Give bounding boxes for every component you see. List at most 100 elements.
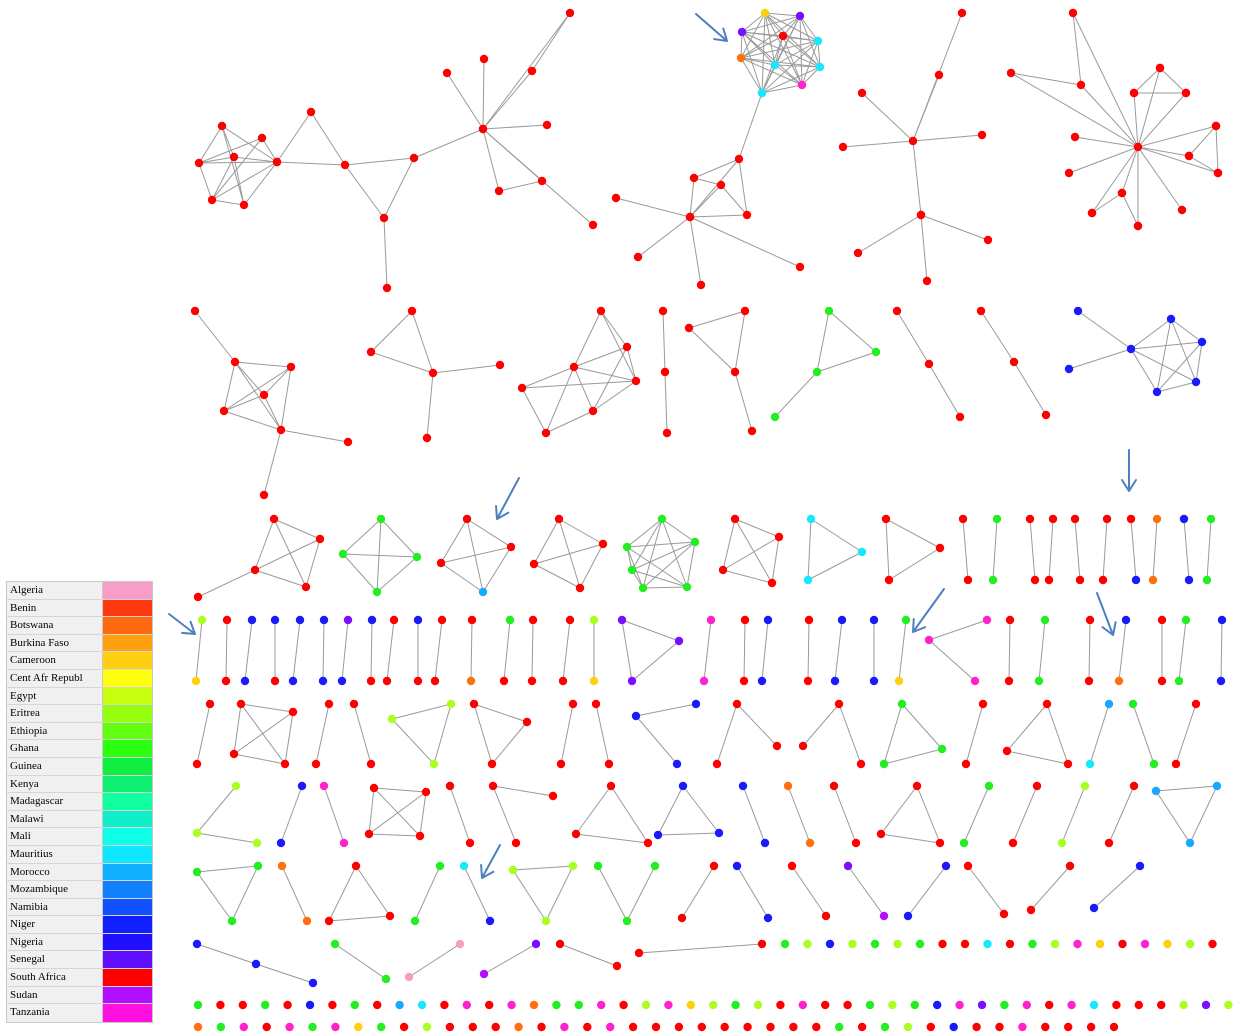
graph-node bbox=[1202, 575, 1212, 585]
graph-edge bbox=[761, 64, 776, 94]
graph-node bbox=[770, 60, 780, 70]
graph-edge bbox=[545, 865, 574, 922]
graph-node bbox=[1084, 676, 1094, 686]
graph-node bbox=[259, 490, 269, 500]
graph-node bbox=[421, 787, 431, 797]
graph-node bbox=[856, 759, 866, 769]
graph-node bbox=[369, 783, 379, 793]
graph-node bbox=[459, 861, 469, 871]
graph-node bbox=[812, 367, 822, 377]
graph-node bbox=[660, 367, 670, 377]
graph-node bbox=[627, 565, 637, 575]
legend-color-swatch bbox=[102, 687, 152, 705]
graph-node bbox=[770, 412, 780, 422]
graph-edge bbox=[1029, 518, 1036, 581]
graph-edge bbox=[344, 164, 385, 219]
graph-edge bbox=[1178, 619, 1187, 682]
graph-edge bbox=[703, 619, 712, 682]
graph-edge bbox=[1091, 146, 1139, 214]
graph-edge bbox=[263, 429, 282, 496]
graph-edge bbox=[791, 865, 827, 917]
graph-edge bbox=[1077, 310, 1132, 350]
graph-node bbox=[404, 972, 414, 982]
graph-edge bbox=[433, 703, 452, 765]
graph-edge bbox=[221, 125, 245, 206]
graph-edge bbox=[1130, 318, 1172, 350]
graph-node bbox=[1135, 861, 1145, 871]
graph-edge bbox=[595, 703, 610, 765]
graph-node bbox=[315, 534, 325, 544]
graph-edge bbox=[693, 177, 722, 186]
graph-node bbox=[674, 636, 684, 646]
graph-node bbox=[1184, 575, 1194, 585]
graph-node bbox=[972, 1022, 981, 1032]
graph-node bbox=[1041, 410, 1051, 420]
graph-node bbox=[1213, 168, 1223, 178]
graph-node bbox=[1000, 1000, 1009, 1010]
graph-edge bbox=[198, 125, 223, 164]
graph-node bbox=[324, 699, 334, 709]
graph-node bbox=[1152, 387, 1162, 397]
graph-node bbox=[343, 615, 353, 625]
graph-node bbox=[1086, 1022, 1096, 1032]
graph-edge bbox=[234, 361, 265, 396]
graph-edge bbox=[638, 943, 763, 954]
graph-node bbox=[1040, 615, 1050, 625]
legend-color-swatch bbox=[102, 757, 152, 775]
graph-edge bbox=[592, 380, 637, 412]
graph-edge bbox=[1130, 518, 1137, 581]
annotation-arrows bbox=[168, 13, 1137, 879]
legend-item: Niger bbox=[7, 916, 152, 934]
graph-edge bbox=[885, 518, 941, 549]
graph-edge bbox=[992, 518, 998, 581]
graph-edge bbox=[600, 310, 637, 382]
graph-node bbox=[257, 133, 267, 143]
graph-edge bbox=[198, 161, 278, 164]
graph-edge bbox=[263, 394, 282, 431]
graph-edge bbox=[883, 748, 943, 765]
graph-node bbox=[879, 911, 889, 921]
legend-color-swatch bbox=[102, 828, 152, 845]
graph-node bbox=[738, 781, 748, 791]
graph-node bbox=[1129, 781, 1139, 791]
graph-node bbox=[612, 961, 622, 971]
graph-edge bbox=[764, 12, 776, 66]
graph-edge bbox=[801, 40, 819, 86]
graph-edge bbox=[198, 162, 213, 201]
legend-color-swatch bbox=[102, 775, 152, 793]
graph-edge bbox=[689, 216, 702, 286]
graph-edge bbox=[774, 64, 803, 86]
graph-node bbox=[1102, 514, 1112, 524]
graph-edge bbox=[198, 156, 235, 164]
graph-edge bbox=[1132, 703, 1155, 765]
graph-node bbox=[651, 1022, 661, 1032]
graph-edge bbox=[615, 197, 691, 218]
graph-node bbox=[437, 615, 447, 625]
graph-node bbox=[478, 124, 488, 134]
graph-edge bbox=[802, 703, 840, 747]
graph-edge bbox=[280, 785, 303, 844]
graph-edge bbox=[1137, 146, 1219, 174]
graph-node bbox=[527, 66, 537, 76]
graph-edge bbox=[255, 963, 314, 984]
graph-node bbox=[1126, 344, 1136, 354]
graph-node bbox=[825, 939, 835, 949]
legend-item-label: Namibia bbox=[10, 900, 48, 913]
graph-node bbox=[435, 861, 445, 871]
graph-node bbox=[285, 1022, 294, 1032]
graph-node bbox=[494, 186, 504, 196]
graph-node bbox=[934, 70, 944, 80]
graph-node bbox=[247, 615, 257, 625]
graph-node bbox=[430, 676, 440, 686]
graph-edge bbox=[1130, 348, 1158, 393]
graph-node bbox=[1042, 699, 1052, 709]
graph-node bbox=[328, 1000, 337, 1010]
graph-node bbox=[541, 428, 551, 438]
graph-node bbox=[556, 759, 566, 769]
graph-node bbox=[1208, 939, 1217, 949]
graph-node bbox=[742, 210, 752, 220]
graph-edge bbox=[414, 865, 441, 922]
graph-edge bbox=[592, 346, 628, 412]
graph-node bbox=[462, 1000, 471, 1010]
graph-node bbox=[978, 699, 988, 709]
